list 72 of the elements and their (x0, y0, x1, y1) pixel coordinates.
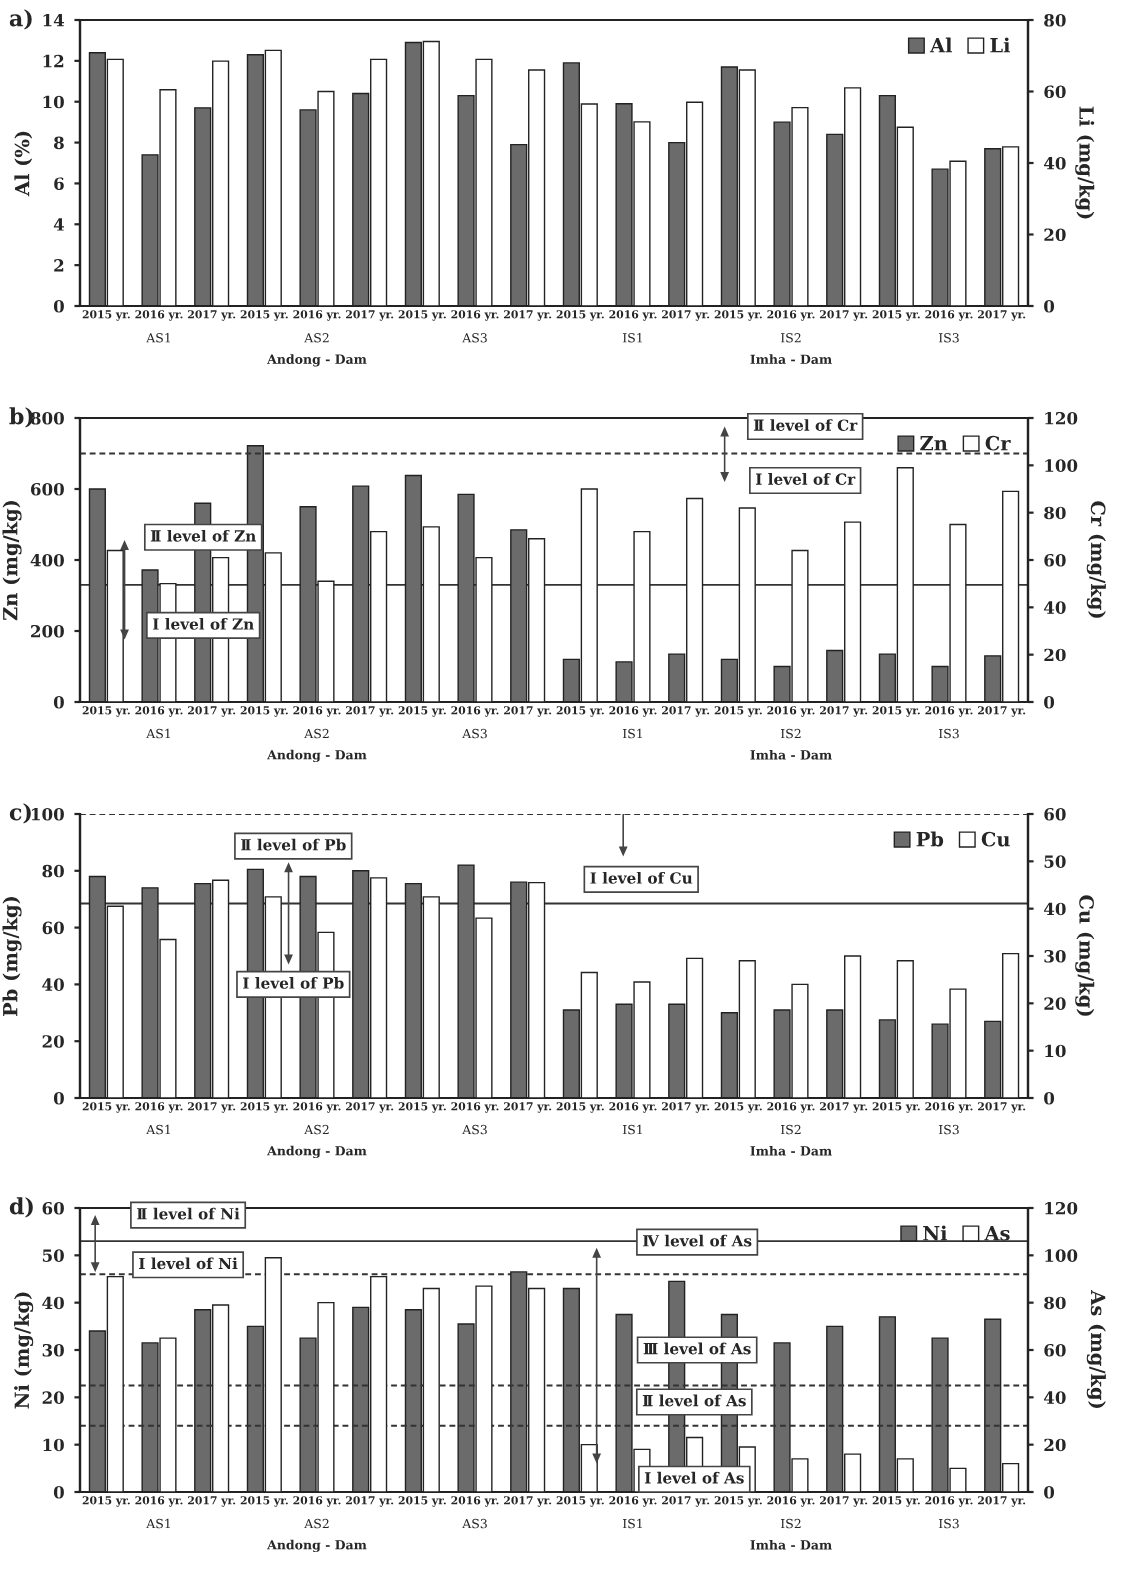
y2-tick-label: 40 (1043, 601, 1066, 614)
y2-tick-label: 10 (1045, 1044, 1066, 1058)
y-tick-label: 14 (43, 13, 65, 27)
y-tick-label: 800 (30, 411, 64, 425)
y-tick-label: 6 (54, 177, 64, 190)
legend-label: Al (929, 37, 953, 53)
y-tick-label: 100 (31, 807, 64, 821)
y-tick-label: 60 (42, 921, 64, 935)
y2-tick-label: 100 (1045, 1249, 1078, 1262)
y-tick-label: 20 (42, 1035, 64, 1048)
y-tick-label: 2 (54, 259, 64, 272)
y-tick-label: 60 (42, 1201, 64, 1215)
y2-tick-label: 0 (1044, 1091, 1055, 1105)
legend-label: Cr (985, 435, 1011, 451)
y2-tick-label: 0 (1044, 299, 1055, 313)
y-axis-title: Zn (mg/kg) (2, 500, 22, 621)
legend-label: Ni (923, 1225, 948, 1241)
chart-title: a) (9, 9, 32, 30)
y2-tick-label: 60 (1044, 1343, 1066, 1357)
y-tick-label: 12 (43, 54, 64, 68)
chart-title: c) (9, 803, 31, 824)
y2-tick-label: 80 (1044, 1296, 1066, 1310)
legend-label: Li (990, 37, 1011, 53)
y2-tick-label: 120 (1045, 411, 1078, 425)
y2-tick-label: 80 (1044, 13, 1066, 27)
y-tick-label: 40 (42, 978, 64, 991)
y-tick-label: 80 (42, 864, 64, 878)
y2-tick-label: 80 (1044, 506, 1066, 520)
y-tick-label: 40 (42, 1296, 64, 1310)
y2-axis-title: Cr (mg/kg) (1086, 501, 1106, 618)
y-tick-label: 400 (30, 553, 64, 567)
legend-label: Pb (916, 831, 944, 847)
y-axis-title: Al (%) (14, 131, 33, 197)
y2-tick-label: 20 (1044, 997, 1066, 1010)
y2-tick-label: 60 (1044, 807, 1066, 821)
y2-tick-label: 20 (1044, 1438, 1066, 1452)
y2-tick-label: 60 (1044, 85, 1066, 99)
y2-tick-label: 60 (1044, 553, 1066, 567)
y-tick-label: 4 (53, 218, 65, 231)
y2-tick-label: 20 (1044, 648, 1066, 662)
legend-label: Cu (981, 831, 1010, 847)
y-tick-label: 10 (43, 95, 64, 109)
legend-label: Zn (920, 436, 948, 451)
y2-tick-label: 120 (1045, 1201, 1078, 1215)
y2-tick-label: 40 (1043, 1391, 1066, 1404)
y-tick-label: 600 (30, 482, 64, 496)
legend-label: As (984, 1226, 1010, 1241)
y-tick-label: 50 (42, 1249, 64, 1262)
y2-tick-label: 0 (1044, 695, 1055, 709)
y2-tick-label: 20 (1044, 228, 1066, 242)
y2-tick-label: 50 (1044, 855, 1066, 868)
y2-axis-title: Cu (mg/kg) (1075, 895, 1095, 1016)
y2-tick-label: 100 (1045, 459, 1078, 472)
y-tick-label: 0 (53, 299, 64, 313)
y-axis-title: Ni (mg/kg) (14, 1292, 34, 1409)
chart-title: d) (9, 1197, 33, 1218)
y2-tick-label: 40 (1043, 902, 1066, 916)
y-axis-title: Pb (mg/kg) (2, 896, 22, 1016)
y2-axis-title: As (mg/kg) (1086, 1290, 1106, 1408)
y-tick-label: 0 (53, 1091, 64, 1105)
y2-axis-title: Li (mg/kg) (1075, 106, 1095, 219)
y-tick-label: 0 (53, 1485, 64, 1499)
y2-tick-label: 0 (1044, 1485, 1055, 1499)
y-tick-label: 8 (53, 136, 64, 150)
y-tick-label: 10 (43, 1438, 64, 1452)
y-tick-label: 200 (31, 624, 64, 638)
chart-title: b) (9, 407, 33, 428)
y2-tick-label: 30 (1044, 949, 1066, 963)
y-tick-label: 20 (42, 1391, 64, 1404)
y-tick-label: 30 (42, 1343, 64, 1357)
y2-tick-label: 40 (1043, 156, 1066, 170)
y-tick-label: 0 (53, 695, 64, 709)
